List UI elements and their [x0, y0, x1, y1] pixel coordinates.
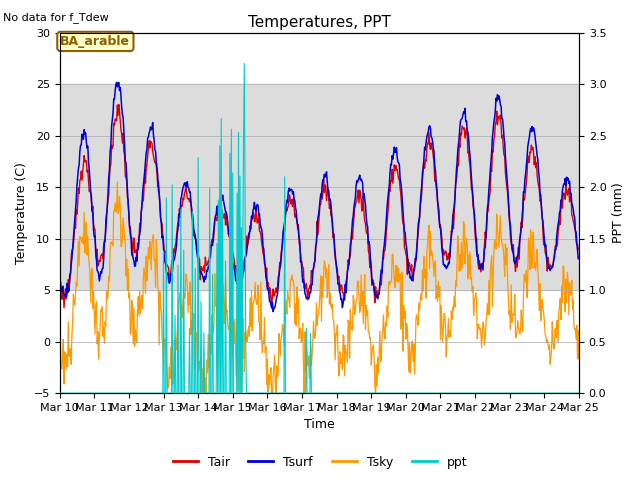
Legend: Tair, Tsurf, Tsky, ppt: Tair, Tsurf, Tsky, ppt	[168, 451, 472, 474]
X-axis label: Time: Time	[304, 419, 335, 432]
Y-axis label: PPT (mm): PPT (mm)	[612, 182, 625, 243]
Y-axis label: Temperature (C): Temperature (C)	[15, 162, 28, 264]
Text: No data for f_Tdew: No data for f_Tdew	[3, 12, 109, 23]
Bar	[60, 84, 579, 290]
Text: BA_arable: BA_arable	[60, 35, 131, 48]
Title: Temperatures, PPT: Temperatures, PPT	[248, 15, 391, 30]
